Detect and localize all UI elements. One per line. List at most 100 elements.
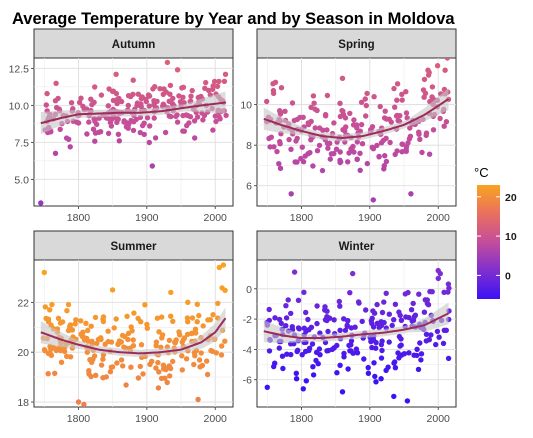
data-point (144, 115, 151, 121)
data-point (399, 91, 405, 98)
smoother (263, 88, 450, 142)
data-point (123, 119, 129, 126)
data-point (128, 324, 134, 330)
data-point (338, 159, 344, 165)
data-point (93, 372, 99, 378)
data-point (111, 325, 117, 331)
data-point (113, 71, 119, 78)
data-point (98, 362, 105, 368)
data-point (406, 314, 412, 321)
data-point (176, 329, 182, 335)
data-point (354, 156, 360, 163)
data-point (309, 341, 316, 347)
data-point (189, 87, 195, 94)
data-point (52, 150, 59, 156)
data-point (98, 336, 104, 343)
data-point (288, 191, 294, 197)
data-point (382, 153, 388, 159)
data-point (64, 308, 70, 314)
data-point (205, 87, 212, 94)
data-point (110, 88, 117, 94)
data-point (192, 135, 198, 141)
data-point (383, 158, 390, 165)
data-point (307, 149, 313, 156)
data-point (270, 90, 277, 97)
data-point (277, 138, 283, 145)
facet-panels: Autumn 5.0 7.5 10.0 12.5 1800 1900 2000 Spring 6 8… (9, 28, 457, 425)
data-point (398, 317, 405, 323)
data-point (381, 319, 387, 326)
data-point (130, 127, 137, 134)
data-point (316, 142, 323, 149)
data-point (302, 153, 308, 159)
data-point (191, 350, 198, 356)
data-point (137, 363, 143, 370)
data-point (347, 348, 353, 354)
data-point (160, 91, 166, 98)
data-point (416, 129, 422, 135)
data-point (92, 84, 98, 90)
data-point (398, 342, 404, 348)
data-point (67, 144, 73, 150)
data-point (84, 131, 90, 137)
data-point (371, 94, 377, 100)
data-point (221, 78, 228, 85)
data-point (218, 352, 225, 358)
data-point (289, 100, 296, 106)
data-point (113, 316, 119, 322)
data-point (198, 350, 204, 356)
data-point (168, 313, 174, 319)
x-tick-label: 1900 (358, 212, 382, 224)
data-point (322, 111, 329, 118)
data-point (193, 330, 199, 336)
data-point (195, 396, 201, 403)
data-point (445, 355, 452, 362)
data-point (296, 326, 302, 332)
data-point (325, 347, 332, 354)
data-point (125, 330, 132, 337)
smooth-line (40, 101, 226, 125)
data-point (381, 115, 388, 121)
data-point (378, 355, 385, 361)
data-point (352, 324, 358, 330)
data-point (58, 359, 65, 365)
data-point (166, 337, 173, 343)
data-point (130, 77, 136, 83)
data-point (376, 321, 382, 328)
panel-winter: Winter 0 -2 -4 -6 1800 1900 2000 (243, 230, 457, 425)
data-point (391, 360, 397, 366)
data-point (403, 148, 409, 154)
data-point (422, 297, 428, 303)
data-point (399, 149, 405, 155)
panel-frame (33, 259, 234, 408)
data-point (272, 79, 279, 86)
data-point (119, 332, 126, 339)
data-point (65, 301, 72, 308)
data-point (370, 146, 377, 152)
data-point (170, 318, 176, 324)
data-point (55, 315, 62, 321)
data-point (220, 262, 227, 268)
data-point (414, 346, 420, 352)
data-point (310, 364, 316, 370)
data-point (194, 114, 201, 120)
data-point (214, 83, 221, 90)
data-point (79, 333, 85, 339)
y-tick-label: 8 (246, 140, 252, 152)
data-point (325, 145, 331, 151)
data-point (445, 281, 452, 287)
data-point (280, 365, 286, 372)
data-point (294, 135, 300, 141)
y-tick-label: -4 (243, 344, 252, 356)
data-point (61, 348, 68, 355)
data-point (43, 102, 49, 108)
data-point (264, 98, 270, 105)
data-point (396, 355, 402, 361)
data-point (345, 366, 351, 372)
data-point (271, 363, 277, 370)
data-point (423, 331, 430, 337)
data-point (204, 371, 211, 378)
y-tick-label: 22 (17, 297, 29, 309)
data-point (361, 356, 367, 362)
